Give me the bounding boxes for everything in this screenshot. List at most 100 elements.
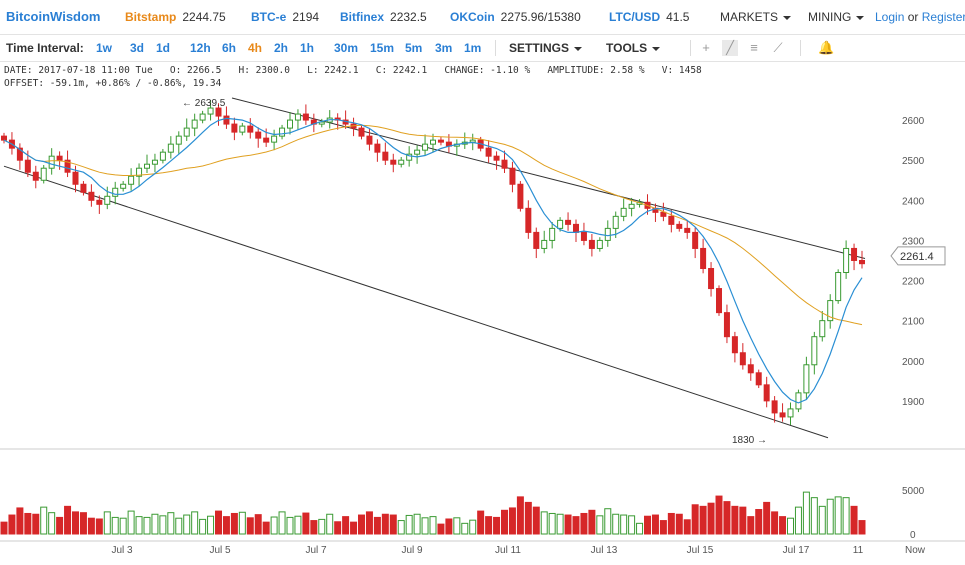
low-annotation: 1830 → <box>732 435 767 446</box>
volume-bar <box>95 518 103 535</box>
candle-body <box>151 159 158 165</box>
volume-bar <box>644 515 651 535</box>
volume-bar <box>238 511 246 535</box>
volume-bar <box>32 513 40 535</box>
volume-bar <box>501 509 508 535</box>
interval-12h[interactable]: 12h <box>190 41 211 55</box>
chevron-down-icon <box>783 15 792 20</box>
volume-bar <box>564 514 572 535</box>
volume-bar <box>421 517 429 535</box>
interval-1h[interactable]: 1h <box>300 41 315 55</box>
tools-menu[interactable]: TOOLS <box>606 41 661 55</box>
volume-bar <box>707 502 715 535</box>
candle-body <box>96 199 103 205</box>
candle-body <box>588 239 595 249</box>
markets-menu[interactable]: MARKETS <box>720 10 792 24</box>
volume-bar <box>858 520 866 535</box>
line-draw-icon[interactable]: ╱ <box>722 40 738 56</box>
ohlc-info-line: DATE: 2017-07-18 11:00 Tue O: 2266.5 H: … <box>4 65 702 76</box>
volume-bar <box>532 506 540 535</box>
interval-15m[interactable]: 15m <box>370 41 395 55</box>
candle-body <box>239 125 246 133</box>
price-tick-label: 2200 <box>902 277 925 288</box>
volume-bar <box>779 516 787 535</box>
candle-body <box>88 191 95 201</box>
volume-bar <box>691 504 699 535</box>
interval-3m[interactable]: 3m <box>435 41 453 55</box>
market-ticker-btc-e[interactable]: BTC-e 2194 <box>251 10 319 24</box>
volume-bar <box>842 497 850 535</box>
candle-body <box>525 207 532 233</box>
interval-6h[interactable]: 6h <box>222 41 237 55</box>
candle-body <box>366 135 373 145</box>
candle-body <box>271 135 278 143</box>
time-tick-label: Jul 13 <box>591 545 618 556</box>
settings-menu[interactable]: SETTINGS <box>509 41 583 55</box>
chevron-down-icon <box>574 46 583 51</box>
interval-3d[interactable]: 3d <box>130 41 145 55</box>
time-tick-label: 11 <box>853 545 864 556</box>
alert-bell-icon[interactable]: 🔔 <box>818 40 835 55</box>
volume-bar <box>453 517 461 535</box>
candle-body <box>811 336 818 366</box>
interval-2h[interactable]: 2h <box>274 41 289 55</box>
candle-body <box>422 143 429 151</box>
candle-body <box>676 223 683 229</box>
brand-logo[interactable]: BitcoinWisdom <box>6 9 101 24</box>
fib-icon[interactable]: ⟋ <box>773 40 783 55</box>
volume-bar <box>802 491 810 535</box>
interval-1w[interactable]: 1w <box>96 41 113 55</box>
current-price-tag <box>890 246 946 266</box>
market-ticker-ltc-usd[interactable]: LTC/USD 41.5 <box>609 10 689 24</box>
mining-menu[interactable]: MINING <box>808 10 865 24</box>
candle-body <box>112 187 119 197</box>
market-name: BTC-e <box>251 10 287 24</box>
candle-body <box>128 175 135 185</box>
candle-body <box>48 155 55 169</box>
volume-bar <box>262 521 270 535</box>
volume-bar <box>143 516 151 535</box>
interval-4h[interactable]: 4h <box>248 41 263 55</box>
candle-body <box>398 159 405 165</box>
volume-bar <box>72 511 79 535</box>
volume-bar <box>358 514 365 535</box>
volume-bar <box>40 506 48 535</box>
register-link[interactable]: Register <box>921 10 965 24</box>
price-tick-label: 2500 <box>902 156 925 167</box>
candle-body <box>382 151 389 161</box>
volume-bar <box>278 511 286 535</box>
interval-30m[interactable]: 30m <box>334 41 359 55</box>
candle-body <box>573 223 579 233</box>
candle-body <box>795 392 802 410</box>
interval-1d[interactable]: 1d <box>156 41 171 55</box>
market-ticker-bitfinex[interactable]: Bitfinex 2232.5 <box>340 10 427 24</box>
volume-bar <box>175 517 183 535</box>
market-ticker-bitstamp[interactable]: Bitstamp 2244.75 <box>125 10 226 24</box>
volume-bar <box>294 515 302 535</box>
interval-5m[interactable]: 5m <box>405 41 423 55</box>
volume-bar <box>580 512 588 535</box>
candle-body <box>199 113 206 121</box>
volume-bar <box>437 523 445 535</box>
crosshair-icon[interactable]: + <box>702 40 710 55</box>
candle-body <box>159 151 166 161</box>
candle-body <box>247 125 254 133</box>
candle-body <box>835 272 842 302</box>
candle-body <box>684 227 691 233</box>
time-tick-label: Now <box>905 545 926 556</box>
volume-tick-label: 5000 <box>902 486 925 497</box>
candle-body <box>374 143 381 153</box>
hlines-icon[interactable]: ≡ <box>750 40 758 55</box>
market-ticker-okcoin[interactable]: OKCoin 2275.96/15380 <box>450 10 581 24</box>
chevron-down-icon <box>856 15 865 20</box>
interval-1m[interactable]: 1m <box>464 41 482 55</box>
auth-links: Login or Register <box>875 10 965 24</box>
login-link[interactable]: Login <box>875 10 905 24</box>
volume-bar <box>572 516 580 535</box>
candle-body <box>56 155 63 161</box>
candle-body <box>723 312 730 338</box>
candle-body <box>16 147 23 161</box>
volume-bar <box>230 512 238 535</box>
market-name: Bitstamp <box>125 10 177 24</box>
